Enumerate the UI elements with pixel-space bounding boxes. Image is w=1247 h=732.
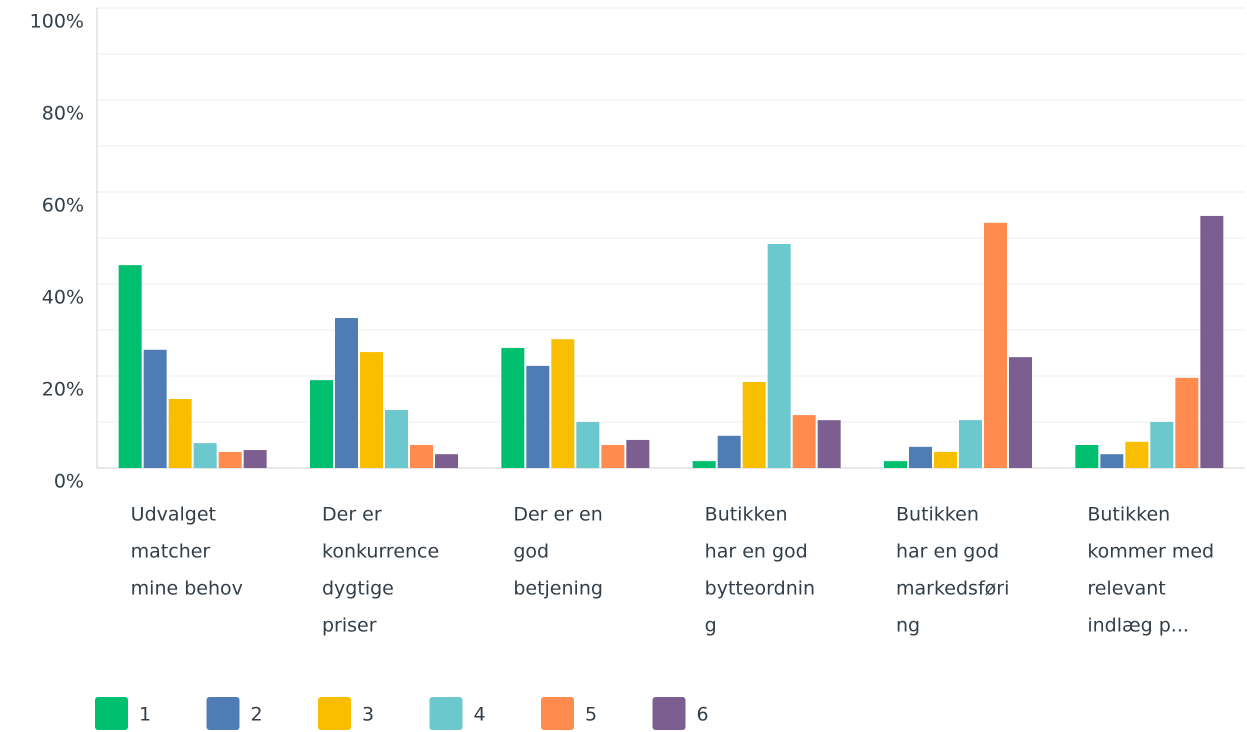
bar: [435, 454, 458, 468]
bar: [118, 265, 142, 468]
x-tick-label: Butikken: [1087, 504, 1170, 526]
bar: [717, 435, 741, 468]
y-tick-label: 40%: [42, 287, 84, 309]
x-tick-label: ng: [896, 615, 920, 637]
bar: [817, 420, 841, 468]
x-tick-label: har en god: [705, 541, 808, 563]
x-tick-label: g: [705, 615, 717, 637]
y-tick-label: 100%: [30, 11, 84, 33]
bar: [1009, 357, 1032, 468]
bar: [551, 339, 575, 468]
x-tick-label: mine behov: [131, 578, 243, 600]
bar: [310, 380, 333, 468]
x-tick-label: Butikken: [896, 504, 979, 526]
bar: [767, 243, 791, 468]
bar: [1150, 422, 1174, 468]
y-tick-label: 0%: [54, 471, 84, 493]
legend-label: 4: [474, 704, 486, 726]
bar: [626, 439, 650, 468]
y-tick-label: 60%: [42, 195, 84, 217]
bar: [984, 222, 1007, 468]
bar: [792, 415, 816, 468]
y-tick-label: 20%: [42, 379, 84, 401]
x-tick-label: Butikken: [705, 504, 788, 526]
legend-label: 2: [251, 704, 263, 726]
bar: [168, 399, 192, 468]
bar: [934, 451, 957, 468]
bar: [959, 420, 982, 468]
bar: [692, 461, 716, 468]
legend-swatch: [652, 697, 686, 730]
legend-label: 3: [362, 704, 374, 726]
x-tick-label: priser: [322, 615, 377, 637]
legend-label: 5: [585, 704, 597, 726]
x-tick-label: konkurrence: [322, 541, 439, 563]
bar: [884, 461, 907, 468]
legend-swatch: [429, 697, 463, 730]
x-tick-label: dygtige: [322, 578, 394, 600]
x-tick-label: Udvalget: [131, 504, 216, 526]
bar: [218, 451, 242, 468]
bar: [601, 445, 625, 468]
bar: [193, 443, 217, 468]
bar: [243, 450, 267, 468]
x-tick-label: bytteordnin: [705, 578, 815, 600]
bar: [501, 347, 525, 468]
x-tick-label: har en god: [896, 541, 999, 563]
x-tick-label: Der er en: [513, 504, 602, 526]
bar: [1075, 445, 1099, 468]
x-tick-label: god: [513, 541, 549, 563]
x-tick-label: kommer med: [1087, 541, 1214, 563]
bar: [360, 352, 383, 468]
legend-swatch: [541, 697, 574, 730]
legend-swatch: [95, 697, 128, 730]
x-tick-label: indlæg p...: [1087, 615, 1189, 637]
x-tick-label: relevant: [1087, 578, 1165, 600]
bar: [1100, 454, 1124, 468]
legend-label: 1: [139, 704, 151, 726]
bar: [385, 410, 408, 468]
bar: [335, 318, 358, 468]
bar: [576, 422, 600, 468]
x-tick-label: betjening: [513, 578, 603, 600]
x-tick-label: markedsføri: [896, 578, 1009, 600]
bar: [1175, 377, 1199, 468]
bar: [742, 381, 766, 468]
x-tick-label: matcher: [131, 541, 211, 563]
bar: [909, 446, 932, 468]
x-tick-label: Der er: [322, 504, 382, 526]
bar: [410, 445, 433, 468]
legend-label: 6: [697, 704, 709, 726]
bar: [1200, 215, 1224, 468]
bar: [1125, 441, 1149, 468]
bar: [526, 365, 550, 468]
y-tick-label: 80%: [42, 103, 84, 125]
legend-swatch: [206, 697, 240, 730]
legend-swatch: [318, 697, 351, 730]
bar: [143, 349, 167, 468]
